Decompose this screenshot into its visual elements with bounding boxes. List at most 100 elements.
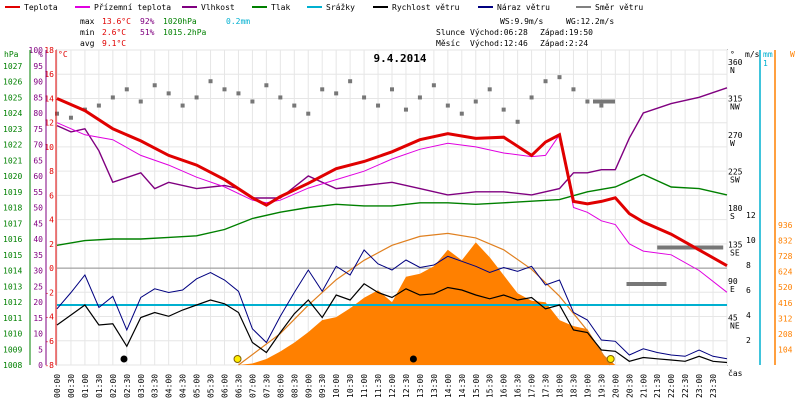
tick-label-wind: 10 <box>746 236 756 245</box>
tick-label-time: 04:30 <box>179 374 188 398</box>
tick-label-humidity: 60 <box>33 172 43 181</box>
tick-label-pressure: 1026 <box>3 78 22 87</box>
tick-label-humidity: 5 <box>38 345 43 354</box>
tick-label-direction: 360 <box>728 58 743 67</box>
wind-direction-point <box>431 83 436 88</box>
wind-direction-point <box>501 107 506 112</box>
wind-direction-point <box>571 87 576 92</box>
tick-label-pressure: 1025 <box>3 93 22 102</box>
tick-label-direction-cardinal: N <box>730 66 735 75</box>
tick-label-temperature: -2 <box>44 288 54 297</box>
wind-direction-point <box>543 79 548 84</box>
tick-label-pressure: 1009 <box>3 345 22 354</box>
tick-label-wind: 6 <box>746 286 751 295</box>
tick-label-temperature: -8 <box>44 361 54 370</box>
tick-label-time: 00:30 <box>67 374 76 398</box>
tick-label-time: 20:00 <box>611 374 620 398</box>
tick-label-solar: 104 <box>778 345 793 354</box>
wind-direction-point <box>599 103 604 108</box>
wind-direction-point <box>208 79 213 84</box>
wind-direction-point <box>55 111 59 116</box>
tick-label-solar: 624 <box>778 268 793 277</box>
tick-label-time: 18:30 <box>569 374 578 398</box>
tick-label-time: 11:30 <box>374 374 383 398</box>
axis-label-solar: W <box>790 50 795 59</box>
tick-label-temperature: 2 <box>49 240 54 249</box>
wind-direction-point <box>152 83 157 88</box>
tick-label-direction-cardinal: W <box>730 139 735 148</box>
series-solar-theoretical <box>238 232 611 366</box>
tick-label-solar: 936 <box>778 221 793 230</box>
tick-label-time: 13:30 <box>430 374 439 398</box>
tick-label-time: 17:30 <box>542 374 551 398</box>
series-pressure <box>56 173 728 246</box>
tick-label-time: 22:00 <box>667 374 676 398</box>
tick-label-time: 06:00 <box>221 374 230 398</box>
legend-item-teplota: Teplota <box>5 3 58 12</box>
tick-label-direction: 90 <box>728 277 738 286</box>
legend-item-vlhkost: Vlhkost <box>182 3 235 12</box>
tick-label-time: 13:00 <box>416 374 425 398</box>
wind-direction-point <box>180 103 185 108</box>
tick-label-direction-cardinal: NW <box>730 103 740 112</box>
wind-direction-point <box>222 87 227 92</box>
info-sunset: Západ:19:50 <box>540 28 593 37</box>
tick-label-time: 16:00 <box>500 374 509 398</box>
wind-direction-point <box>124 87 129 92</box>
tick-label-humidity: 35 <box>33 251 43 260</box>
series-solar-area <box>57 242 727 365</box>
tick-label-time: 08:00 <box>276 374 285 398</box>
wind-direction-point <box>194 95 199 100</box>
axis-label-time: čas <box>728 368 743 378</box>
tick-label-humidity: 25 <box>33 282 43 291</box>
tick-label-time: 06:30 <box>234 374 243 398</box>
axis-label-rain: mm <box>763 50 773 59</box>
info-wg: WG:12.2m/s <box>566 17 614 26</box>
tick-label-temperature: 4 <box>49 216 54 225</box>
legend-item-smer-vetru: Směr větru <box>576 3 643 12</box>
legend-item-rychlost-vetru: Rychlost větru <box>373 3 460 12</box>
tick-label-pressure: 1015 <box>3 251 22 260</box>
wind-direction-point <box>473 99 478 104</box>
wind-direction-point <box>320 87 325 92</box>
wind-direction-point <box>529 95 534 100</box>
tick-label-solar: 312 <box>778 314 793 323</box>
wind-direction-point <box>515 119 520 124</box>
wind-direction-point <box>376 103 381 108</box>
legend-item-srazky: Srážky <box>307 3 355 12</box>
tick-label-direction-cardinal: NE <box>730 322 740 331</box>
tick-label-time: 23:30 <box>709 374 718 398</box>
wind-direction-point <box>459 111 464 116</box>
axis-label-wind: m/s <box>745 50 760 59</box>
tick-label-humidity: 45 <box>33 219 43 228</box>
tick-label-time: 18:00 <box>556 374 565 398</box>
wind-direction-point <box>306 111 311 116</box>
tick-label-pressure: 1024 <box>3 109 22 118</box>
tick-label-time: 14:00 <box>444 374 453 398</box>
stat-max-press: 1020hPa <box>163 17 197 26</box>
tick-label-wind: 8 <box>746 261 751 270</box>
tick-label-time: 11:00 <box>360 374 369 398</box>
wind-direction-point <box>334 91 339 96</box>
tick-label-pressure: 1019 <box>3 188 22 197</box>
tick-label-humidity: 95 <box>33 62 43 71</box>
stat-avg-temp: 9.1°C <box>102 39 126 48</box>
tick-label-humidity: 50 <box>33 204 43 213</box>
tick-label-solar: 832 <box>778 237 793 246</box>
tick-label-time: 23:00 <box>695 374 704 398</box>
stat-min-temp: 2.6°C <box>102 28 126 37</box>
info-ws: WS:9.9m/s <box>500 17 544 26</box>
tick-label-pressure: 1016 <box>3 235 22 244</box>
legend-item-tlak: Tlak <box>252 3 290 12</box>
legend-label: Rychlost větru <box>392 3 460 12</box>
tick-label-humidity: 0 <box>38 361 43 370</box>
stat-min-hum: 51% <box>140 28 155 37</box>
tick-label-humidity: 20 <box>33 298 43 307</box>
series-temperature <box>56 97 728 268</box>
tick-label-wind: 4 <box>746 311 751 320</box>
legend-item-naraz-vetru: Náraz větru <box>478 3 550 12</box>
legend: Teplota Přízemní teplota Vlhkost Tlak Sr… <box>5 3 643 12</box>
tick-label-pressure: 1013 <box>3 282 22 291</box>
legend-item-prizemni-teplota: Přízemní teplota <box>75 3 171 12</box>
